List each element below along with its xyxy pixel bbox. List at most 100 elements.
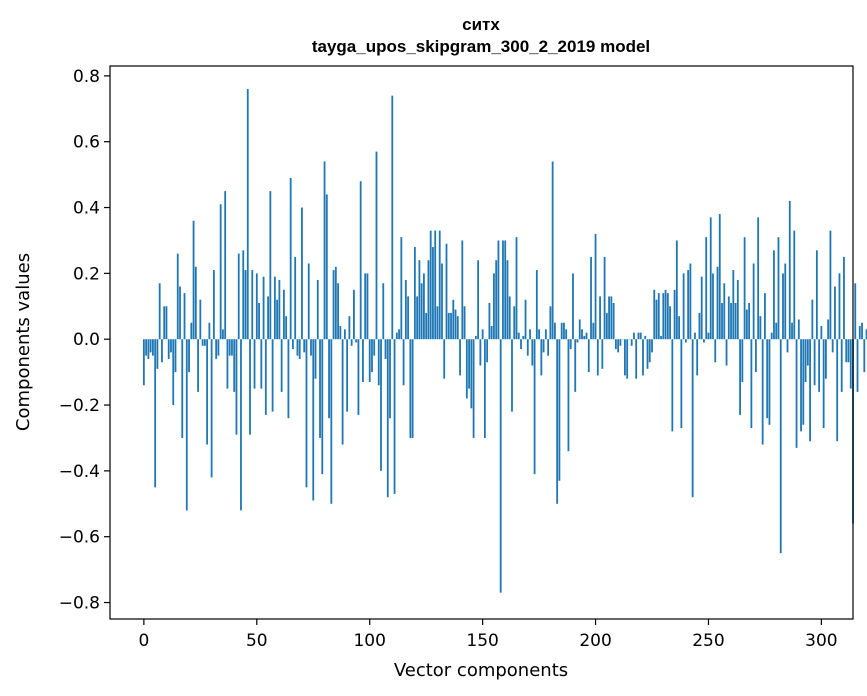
bar-component-70 — [301, 207, 303, 340]
bar-component-167 — [520, 339, 522, 350]
bar-component-219 — [637, 332, 640, 340]
bar-component-296 — [811, 299, 814, 340]
bar-component-47 — [249, 339, 251, 435]
bar-component-299 — [818, 339, 821, 392]
bar-component-181 — [551, 161, 554, 340]
bar-component-204 — [603, 256, 606, 340]
bar-component-265 — [741, 339, 744, 382]
bar-component-233 — [669, 306, 671, 340]
bar-component-60 — [278, 279, 281, 340]
bar-component-139 — [456, 316, 459, 340]
bar-component-125 — [425, 312, 428, 340]
bar-component-84 — [332, 270, 335, 340]
bar-component-182 — [553, 322, 556, 340]
bar-component-71 — [303, 339, 306, 353]
bar-component-237 — [678, 316, 681, 340]
bar-component-253 — [714, 339, 717, 363]
bar-component-124 — [423, 273, 425, 340]
y-tick-label: 0.8 — [73, 67, 100, 87]
bar-component-236 — [675, 240, 678, 340]
bar-component-27 — [203, 339, 206, 346]
bar-component-309 — [840, 339, 843, 392]
bar-component-201 — [596, 339, 599, 376]
bar-component-232 — [666, 293, 669, 340]
bar-component-259 — [727, 296, 730, 340]
bar-component-6 — [156, 339, 159, 369]
bar-component-140 — [459, 339, 461, 376]
bar-component-22 — [192, 220, 195, 340]
bar-component-172 — [531, 339, 534, 366]
bar-component-117 — [407, 296, 410, 340]
bar-component-151 — [483, 339, 486, 438]
bar-component-244 — [694, 332, 696, 340]
bar-component-109 — [389, 339, 391, 419]
bar-component-33 — [217, 339, 220, 356]
bar-component-218 — [635, 339, 638, 379]
bar-component-3 — [149, 339, 152, 353]
y-tick-label: 0.2 — [73, 264, 100, 284]
bar-component-223 — [646, 339, 649, 369]
bar-component-251 — [709, 217, 712, 340]
bar-component-89 — [343, 329, 346, 340]
bar-component-95 — [357, 339, 360, 415]
bar-component-64 — [287, 339, 290, 419]
bar-component-52 — [260, 339, 263, 389]
bar-component-105 — [380, 339, 382, 471]
bar-component-119 — [411, 339, 414, 438]
bar-component-209 — [614, 339, 617, 350]
bar-component-258 — [725, 339, 728, 366]
bar-component-68 — [296, 339, 299, 356]
bar-component-141 — [461, 240, 464, 340]
bar-component-263 — [736, 279, 739, 340]
bar-component-123 — [420, 283, 423, 340]
bar-component-179 — [547, 339, 550, 356]
bar-component-207 — [610, 296, 613, 340]
bar-component-40 — [233, 339, 236, 392]
x-tick-label: 0 — [138, 631, 149, 651]
bar-component-221 — [642, 339, 644, 376]
bar-component-133 — [443, 339, 446, 379]
bar-component-294 — [806, 339, 809, 366]
bar-component-317 — [858, 326, 861, 340]
bar-component-58 — [273, 276, 276, 340]
bar-component-287 — [791, 322, 793, 340]
bar-component-163 — [511, 339, 513, 412]
bar-component-176 — [540, 339, 543, 376]
bar-component-268 — [748, 303, 751, 340]
bar-component-92 — [350, 339, 353, 346]
bar-component-83 — [330, 339, 333, 504]
bar-component-158 — [499, 339, 502, 593]
bar-component-15 — [176, 253, 179, 340]
bar-component-154 — [490, 326, 493, 340]
bar-component-178 — [544, 329, 547, 340]
x-tick-label: 100 — [353, 631, 385, 651]
bar-component-269 — [750, 339, 753, 429]
bar-component-227 — [655, 299, 658, 340]
bar-component-39 — [231, 339, 233, 356]
bar-component-122 — [418, 260, 421, 340]
bar-component-220 — [639, 332, 642, 340]
bar-component-67 — [294, 256, 297, 340]
bar-component-1 — [145, 339, 148, 356]
bar-component-238 — [680, 339, 683, 429]
bar-component-231 — [664, 289, 667, 340]
bar-component-228 — [657, 293, 660, 340]
bar-component-295 — [809, 339, 811, 442]
x-tick-label: 50 — [246, 631, 268, 651]
bar-component-183 — [556, 339, 559, 504]
bar-component-285 — [786, 339, 789, 353]
y-tick-label: −0.2 — [59, 396, 100, 416]
bar-component-69 — [298, 339, 301, 359]
y-tick-label: −0.4 — [59, 462, 100, 482]
bar-component-283 — [782, 273, 784, 340]
bar-component-37 — [226, 339, 229, 389]
x-axis-label: Vector components — [394, 660, 568, 681]
bar-component-271 — [754, 339, 757, 373]
bar-component-30 — [210, 339, 213, 478]
bar-component-243 — [691, 339, 694, 498]
bar-component-319 — [863, 339, 866, 373]
bar-component-107 — [384, 339, 387, 359]
bar-component-118 — [409, 339, 412, 438]
bar-component-250 — [707, 332, 710, 340]
bar-component-128 — [432, 247, 434, 340]
